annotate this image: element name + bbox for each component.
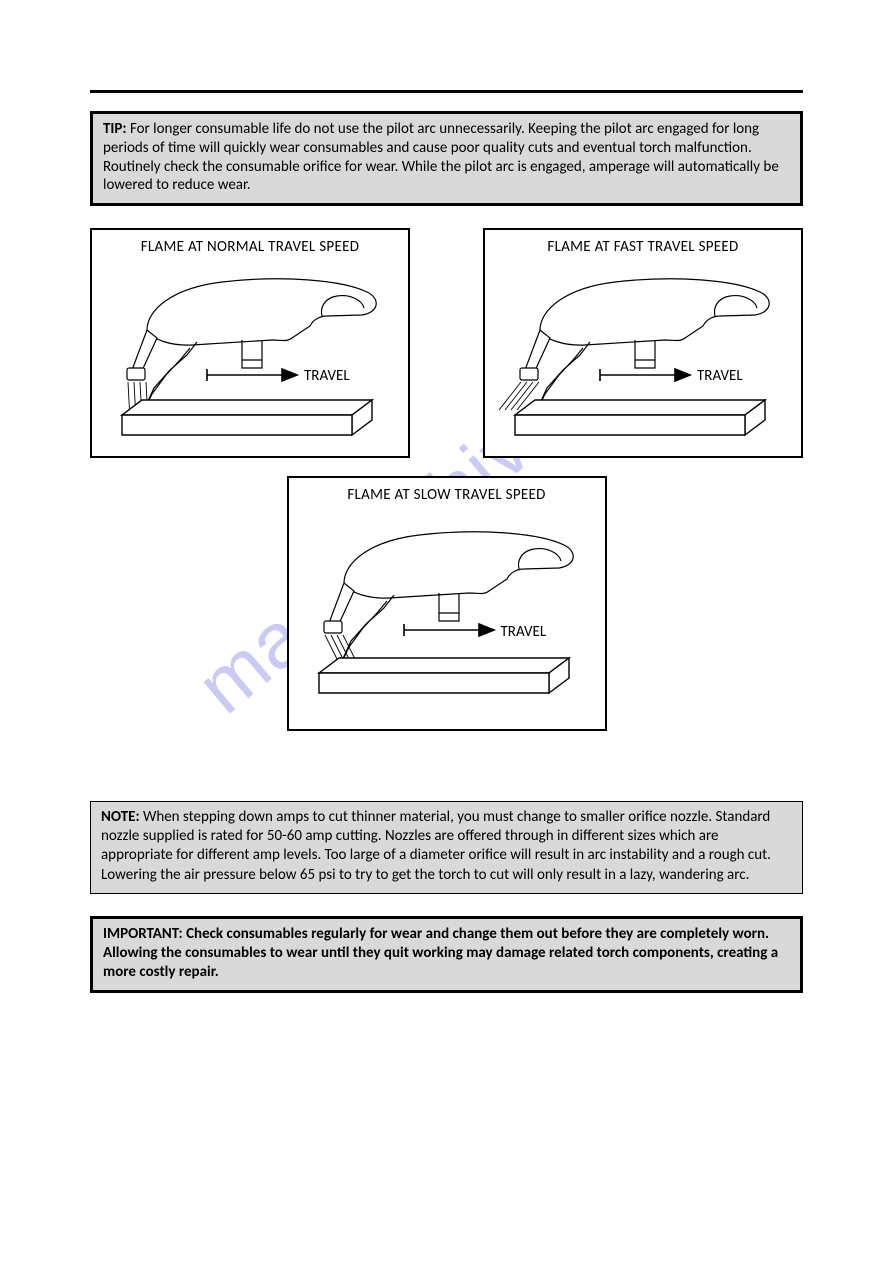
top-rule <box>90 90 803 93</box>
diagram-normal-title: FLAME AT NORMAL TRAVEL SPEED <box>92 230 408 260</box>
diagram-fast: FLAME AT FAST TRAVEL SPEED <box>483 228 803 458</box>
travel-label-slow: TRAVEL <box>501 623 547 641</box>
diagram-slow: FLAME AT SLOW TRAVEL SPEED <box>287 476 607 731</box>
tip-box: TIP: For longer consumable life do not u… <box>90 111 803 206</box>
diagram-row-bottom: FLAME AT SLOW TRAVEL SPEED <box>90 476 803 731</box>
diagram-row-top: FLAME AT NORMAL TRAVEL SPEED <box>90 228 803 458</box>
tip-body: For longer consumable life do not use th… <box>103 120 779 194</box>
note-box: NOTE: When stepping down amps to cut thi… <box>90 801 803 894</box>
diagram-fast-title: FLAME AT FAST TRAVEL SPEED <box>485 230 801 260</box>
travel-label-normal: TRAVEL <box>304 367 350 385</box>
diagram-normal: FLAME AT NORMAL TRAVEL SPEED <box>90 228 410 458</box>
torch-fast-icon <box>485 260 803 458</box>
important-text: IMPORTANT: Check consumables regularly f… <box>103 925 778 981</box>
torch-normal-icon <box>92 260 410 458</box>
document-page: manualshive.com TIP: For longer consumab… <box>0 0 893 993</box>
tip-lead: TIP: <box>103 120 127 138</box>
important-box: IMPORTANT: Check consumables regularly f… <box>90 916 803 994</box>
note-lead: NOTE: <box>101 808 140 826</box>
torch-slow-icon <box>289 508 607 731</box>
diagram-slow-title: FLAME AT SLOW TRAVEL SPEED <box>289 478 605 508</box>
travel-label-fast: TRAVEL <box>697 367 743 385</box>
note-body: When stepping down amps to cut thinner m… <box>101 808 771 884</box>
